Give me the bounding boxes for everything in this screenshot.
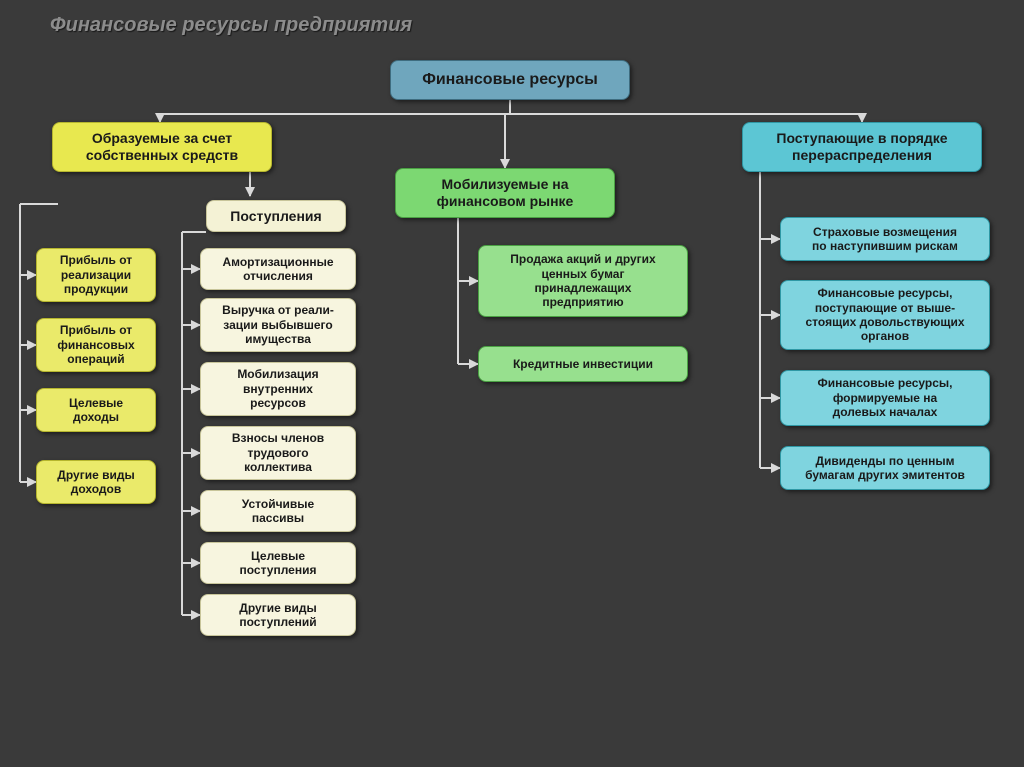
node-b1: Амортизационные отчисления: [200, 248, 356, 290]
node-d2: Финансовые ресурсы, поступающие от выше-…: [780, 280, 990, 350]
node-a2: Прибыль от финансовых операций: [36, 318, 156, 372]
node-d1: Страховые возмещения по наступившим риск…: [780, 217, 990, 261]
node-branchC: Мобилизуемые на финансовом рынке: [395, 168, 615, 218]
node-root: Финансовые ресурсы: [390, 60, 630, 100]
node-d4: Дивиденды по ценным бумагам других эмите…: [780, 446, 990, 490]
node-branchD: Поступающие в порядке перераспределения: [742, 122, 982, 172]
node-branchA: Образуемые за счет собственных средств: [52, 122, 272, 172]
node-b5: Устойчивые пассивы: [200, 490, 356, 532]
node-c2: Кредитные инвестиции: [478, 346, 688, 382]
node-d3: Финансовые ресурсы, формируемые на долев…: [780, 370, 990, 426]
node-a3: Целевые доходы: [36, 388, 156, 432]
node-b3: Мобилизация внутренних ресурсов: [200, 362, 356, 416]
node-c1: Продажа акций и других ценных бумаг прин…: [478, 245, 688, 317]
node-bHead: Поступления: [206, 200, 346, 232]
node-b4: Взносы членов трудового коллектива: [200, 426, 356, 480]
page-title: Финансовые ресурсы предприятия: [50, 14, 412, 37]
node-b7: Другие виды поступлений: [200, 594, 356, 636]
node-a1: Прибыль от реализации продукции: [36, 248, 156, 302]
node-b6: Целевые поступления: [200, 542, 356, 584]
node-b2: Выручка от реали- зации выбывшего имущес…: [200, 298, 356, 352]
node-a4: Другие виды доходов: [36, 460, 156, 504]
